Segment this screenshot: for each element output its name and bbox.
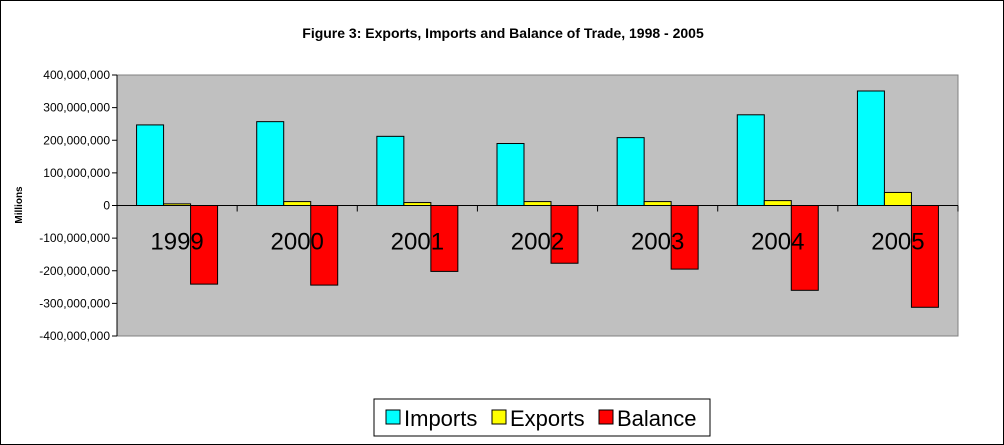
y-tick-label: -200,000,000 — [39, 264, 110, 278]
legend-label-exports: Exports — [510, 406, 585, 431]
y-tick-label: 200,000,000 — [43, 133, 110, 147]
bar-imports-2000 — [256, 121, 285, 206]
legend-swatch-balance — [598, 409, 614, 425]
bar-imports-2004 — [736, 114, 765, 206]
y-tick-label: 0 — [103, 199, 110, 213]
y-tick-label: 100,000,000 — [43, 166, 110, 180]
x-category-label: 2003 — [631, 229, 684, 256]
bar-exports-2002 — [523, 201, 552, 207]
bar-imports-2002 — [496, 143, 525, 206]
y-tick-label: -300,000,000 — [39, 296, 110, 310]
bar-exports-2000 — [283, 201, 312, 207]
legend-label-balance: Balance — [617, 406, 697, 431]
y-tick-label: -400,000,000 — [39, 329, 110, 343]
chart-title: Figure 3: Exports, Imports and Balance o… — [302, 25, 704, 41]
bar-imports-1999 — [136, 124, 165, 206]
bar-exports-2005 — [883, 191, 912, 206]
bar-balance-2005 — [910, 205, 939, 308]
bar-balance-2000 — [310, 205, 339, 286]
legend: Imports Exports Balance — [373, 398, 711, 437]
x-category-label: 2000 — [271, 229, 324, 256]
bar-imports-2001 — [376, 135, 405, 207]
bar-exports-2004 — [763, 200, 792, 206]
bar-balance-2004 — [790, 205, 819, 291]
legend-box — [373, 398, 711, 437]
legend-swatch-exports — [491, 409, 507, 425]
x-category-label: 1999 — [150, 229, 203, 256]
y-axis-label: Millions — [14, 186, 25, 224]
legend-label-imports: Imports — [404, 406, 477, 431]
plot-area-group: -400,000,000 -300,000,000 -200,000,000 -100… — [39, 68, 959, 343]
y-tick-label: -100,000,000 — [39, 231, 110, 245]
bar-balance-1999 — [190, 205, 219, 285]
y-tick-label: 300,000,000 — [43, 101, 110, 115]
x-category-label: 2005 — [871, 229, 924, 256]
x-category-label: 2001 — [391, 229, 444, 256]
y-tick-label: 400,000,000 — [43, 68, 110, 82]
bar-balance-2002 — [550, 205, 579, 264]
x-category-label: 2004 — [751, 229, 804, 256]
legend-swatch-imports — [385, 409, 401, 425]
bar-imports-2003 — [616, 137, 645, 206]
bar-exports-2003 — [643, 201, 672, 207]
bar-imports-2005 — [856, 90, 885, 206]
x-category-label: 2002 — [511, 229, 564, 256]
